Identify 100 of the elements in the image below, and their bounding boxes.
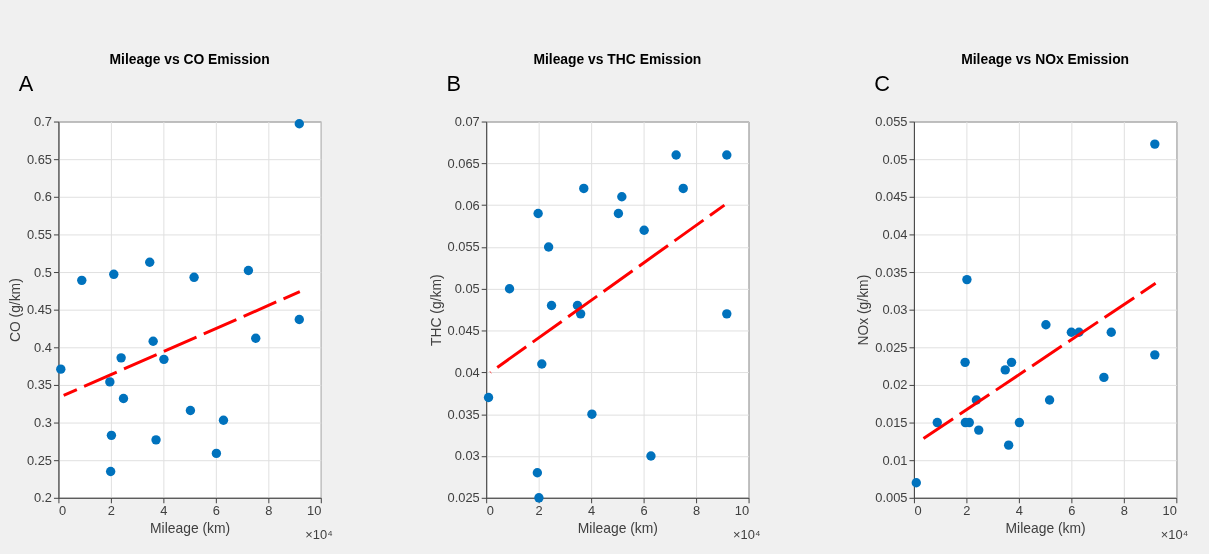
y-tick-label: 0.065 xyxy=(447,155,480,171)
x-axis-title: Mileage (km) xyxy=(150,519,231,536)
point xyxy=(185,405,196,416)
point xyxy=(1150,139,1160,149)
point xyxy=(639,225,649,235)
x-tick-label: 0 xyxy=(58,503,67,519)
point xyxy=(911,478,921,488)
y-tick-label: 0.03 xyxy=(454,448,480,464)
text: C xyxy=(874,70,891,96)
point xyxy=(105,466,116,477)
point xyxy=(1000,365,1010,375)
x-axis-title: Mileage (km) xyxy=(577,519,658,536)
y-axis-title: NOx (g/km) xyxy=(855,274,872,346)
point xyxy=(962,274,972,285)
y-tick-label: 0.055 xyxy=(447,239,480,255)
point xyxy=(159,354,169,365)
x-tick-label: 2 xyxy=(535,503,543,519)
point xyxy=(587,409,597,419)
y-tick-label: 0.035 xyxy=(875,264,908,280)
point xyxy=(613,208,624,219)
y-tick-label: 0.25 xyxy=(26,452,52,468)
y-tick-label: 0.04 xyxy=(882,226,908,242)
point xyxy=(537,359,547,369)
point xyxy=(294,119,304,129)
point xyxy=(671,150,681,160)
x-tick-label: 0 xyxy=(914,503,922,519)
y-tick-label: 0.025 xyxy=(447,490,480,506)
y-tick-label: 0.7 xyxy=(34,114,52,129)
point xyxy=(211,448,222,459)
point xyxy=(960,357,970,368)
point xyxy=(251,333,261,343)
x-tick-label: 4 xyxy=(160,503,168,519)
y-tick-label: 0.06 xyxy=(454,197,480,213)
point xyxy=(148,336,158,346)
x-tick-label: 10 xyxy=(734,503,750,519)
x-tick-label: 10 xyxy=(307,503,322,519)
x-tick-label: 4 xyxy=(1015,503,1023,519)
point xyxy=(722,150,732,160)
chart-title: Mileage vs THC Emission xyxy=(533,51,702,68)
y-tick-label: 0.005 xyxy=(875,490,908,506)
point xyxy=(77,275,87,286)
point xyxy=(105,377,115,387)
y-tick-label: 0.2 xyxy=(34,490,52,506)
text: ×10⁴ xyxy=(1160,527,1189,543)
point xyxy=(145,257,155,267)
point xyxy=(532,468,543,478)
point xyxy=(483,392,494,403)
y-tick-label: 0.55 xyxy=(26,226,52,242)
x-tick-label: 2 xyxy=(107,503,115,519)
y-axis-title: THC (g/km) xyxy=(427,274,444,346)
text: B xyxy=(446,70,462,96)
y-tick-label: 0.05 xyxy=(882,151,908,167)
x-tick-label: 4 xyxy=(588,503,596,519)
point xyxy=(534,493,544,503)
point xyxy=(218,415,229,425)
point xyxy=(579,183,589,194)
text: ×10⁴ xyxy=(305,527,333,543)
x-tick-label: 8 xyxy=(1120,503,1128,519)
y-tick-label: 0.5 xyxy=(34,264,52,280)
point xyxy=(151,435,161,445)
chart-title: Mileage vs CO Emission xyxy=(109,51,270,68)
point xyxy=(189,272,199,282)
point xyxy=(974,425,984,435)
point xyxy=(1099,372,1109,383)
x-tick-label: 6 xyxy=(640,503,648,519)
point xyxy=(617,192,627,202)
point xyxy=(678,183,688,194)
point xyxy=(1041,320,1051,330)
point xyxy=(546,300,557,311)
y-axis-title: CO (g/km) xyxy=(7,278,23,343)
y-tick-label: 0.6 xyxy=(34,189,52,205)
x-tick-label: 0 xyxy=(486,503,494,519)
chart-title: Mileage vs NOx Emission xyxy=(961,51,1130,68)
point xyxy=(932,417,942,428)
y-tick-label: 0.035 xyxy=(447,406,480,422)
point xyxy=(646,451,656,461)
y-tick-label: 0.3 xyxy=(34,415,52,431)
y-tick-label: 0.4 xyxy=(34,339,52,355)
point xyxy=(294,314,304,325)
y-tick-label: 0.025 xyxy=(875,339,908,355)
y-tick-label: 0.04 xyxy=(454,364,480,380)
y-tick-label: 0.045 xyxy=(447,323,480,339)
y-tick-label: 0.01 xyxy=(882,452,908,468)
point xyxy=(116,353,126,363)
y-tick-label: 0.45 xyxy=(26,302,52,318)
y-tick-label: 0.055 xyxy=(875,114,908,129)
x-tick-label: 6 xyxy=(212,503,220,519)
point xyxy=(543,242,554,252)
point xyxy=(243,265,254,276)
text: ×10⁴ xyxy=(733,527,761,543)
text: A xyxy=(18,70,34,96)
y-tick-label: 0.35 xyxy=(26,377,52,393)
point xyxy=(56,364,66,374)
point xyxy=(1003,440,1014,450)
point xyxy=(106,430,117,441)
y-tick-label: 0.05 xyxy=(454,281,480,297)
point xyxy=(1006,357,1017,368)
point xyxy=(722,309,732,319)
x-tick-label: 6 xyxy=(1068,503,1076,519)
point xyxy=(118,393,129,404)
